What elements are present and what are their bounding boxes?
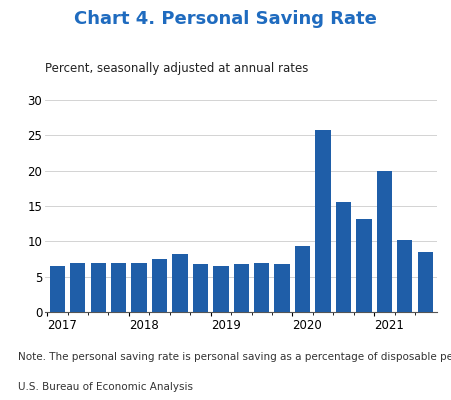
Bar xyxy=(131,262,147,312)
Text: Note. The personal saving rate is personal saving as a percentage of disposable : Note. The personal saving rate is person… xyxy=(18,352,451,362)
Bar xyxy=(193,264,208,312)
Bar xyxy=(336,202,351,312)
Bar xyxy=(91,262,106,312)
Bar xyxy=(418,252,433,312)
Bar xyxy=(356,219,372,312)
Bar xyxy=(213,266,229,312)
Bar xyxy=(295,246,310,312)
Bar xyxy=(50,266,65,312)
Bar xyxy=(254,262,269,312)
Bar xyxy=(315,130,331,312)
Bar xyxy=(172,254,188,312)
Bar xyxy=(152,259,167,312)
Bar xyxy=(111,262,126,312)
Bar xyxy=(70,262,85,312)
Bar xyxy=(275,264,290,312)
Text: U.S. Bureau of Economic Analysis: U.S. Bureau of Economic Analysis xyxy=(18,382,193,392)
Text: Percent, seasonally adjusted at annual rates: Percent, seasonally adjusted at annual r… xyxy=(45,62,308,75)
Bar xyxy=(234,264,249,312)
Bar xyxy=(377,171,392,312)
Bar xyxy=(397,240,412,312)
Text: Chart 4. Personal Saving Rate: Chart 4. Personal Saving Rate xyxy=(74,10,377,28)
